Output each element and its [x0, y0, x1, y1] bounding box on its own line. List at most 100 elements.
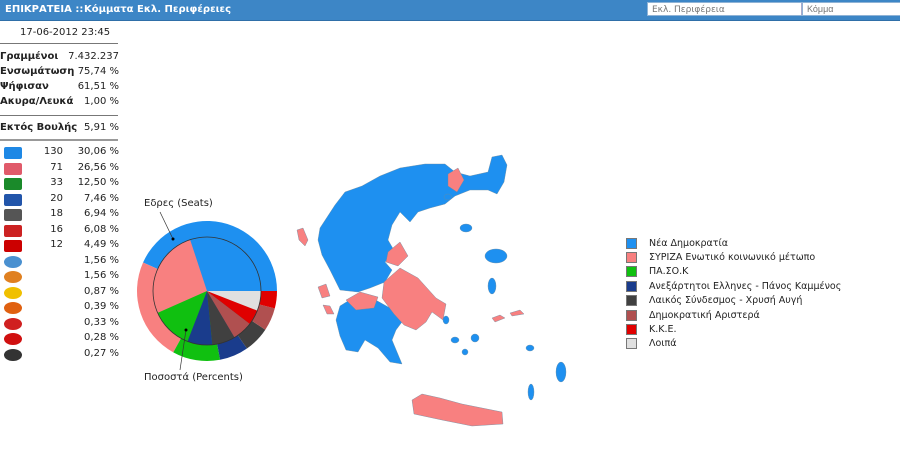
legend-swatch: [626, 280, 637, 292]
map-region-magnesia: [385, 241, 409, 267]
party-percent: 6,94 %: [84, 208, 119, 219]
party-percent: 0,39 %: [84, 301, 119, 312]
legend-item: Ανεξάρτητοι Ελληνες - Πάνος Καμμένος: [626, 279, 841, 293]
party-logo-icon: [4, 255, 22, 268]
party-row[interactable]: 33 12,50 %: [0, 177, 119, 192]
stat-value: 7.432.237: [68, 51, 119, 62]
top-nav-bar: ΕΠΙΚΡΑΤΕΙΑ :: Κόμματα Εκλ. Περιφέρειες Ε…: [0, 0, 900, 21]
party-percent: 30,06 %: [77, 146, 119, 157]
legend-item: Λαικός Σύνδεσμος - Χρυσή Αυγή: [626, 294, 841, 308]
party-percent: 1,56 %: [84, 270, 119, 281]
map-region-corfu: [296, 227, 309, 247]
party-input[interactable]: [802, 2, 900, 16]
party-percent: 0,28 %: [84, 332, 119, 343]
syriza-logo-icon: [4, 162, 22, 175]
map-region-cyclades: [450, 336, 460, 344]
legend-label: Λοιπά: [649, 338, 677, 350]
map-region-dodecanese: [525, 344, 535, 352]
pasok-logo-icon: [4, 178, 22, 190]
legend-label: Νέα Δημοκρατία: [649, 237, 728, 249]
stat-label: Ακυρα/Λευκά: [0, 96, 74, 107]
koinonia-logo-icon: [4, 333, 22, 345]
greens-logo-icon: [4, 286, 22, 299]
legend-item: Κ.Κ.Ε.: [626, 322, 841, 336]
nav-parties-link[interactable]: Κόμματα: [84, 4, 134, 15]
party-logo-icon: [4, 317, 22, 330]
map-region-samos: [491, 309, 525, 323]
party-row[interactable]: 0,27 %: [0, 348, 119, 363]
map-region-rhodes: [555, 361, 567, 383]
anel-logo-icon: [4, 193, 22, 206]
party-seats: 20: [50, 192, 63, 204]
chart-legend: Νέα Δημοκρατία ΣΥΡΙΖΑ Ενωτικό κοινωνικό μ…: [626, 236, 841, 351]
stat-label: Ενσωμάτωση: [0, 66, 75, 77]
stat-row: Ψήφισαν 61,51 %: [0, 81, 119, 95]
map-region-cyclades: [470, 333, 480, 343]
party-row[interactable]: 20 7,46 %: [0, 193, 119, 208]
party-seats: 16: [50, 223, 63, 235]
map-region-mainland: [317, 154, 508, 293]
party-seats: 33: [50, 177, 63, 188]
map-region-crete: [411, 393, 504, 427]
stat-row: Γραμμένοι 7.432.237: [0, 51, 119, 65]
legend-item: Νέα Δημοκρατία: [626, 236, 841, 250]
nav-home-link[interactable]: ΕΠΙΚΡΑΤΕΙΑ ::: [5, 4, 84, 15]
party-percent: 6,08 %: [84, 223, 119, 235]
inner-ring-border: [152, 236, 262, 346]
map-region-attica-euboea: [381, 267, 447, 331]
outside-parliament: Εκτός Βουλής 5,91 %: [0, 122, 119, 133]
legend-label: ΣΥΡΙΖΑ Ενωτικό κοινωνικό μέτωπο: [649, 252, 816, 264]
timestamp: 17-06-2012 23:45: [20, 27, 111, 38]
legend-swatch: [626, 324, 637, 336]
stat-label: Γραμμένοι: [0, 51, 59, 62]
xa-logo-icon: [4, 209, 22, 221]
party-row[interactable]: 0,87 %: [0, 286, 119, 301]
party-seats: 12: [50, 239, 63, 250]
party-percent: 0,27 %: [84, 347, 119, 359]
divider: [0, 139, 118, 141]
party-row[interactable]: 0,39 %: [0, 301, 119, 316]
map-region-thasos: [443, 193, 453, 201]
map-region-lemnos: [459, 223, 473, 233]
dimar-logo-icon: [4, 224, 22, 237]
legend-swatch: [626, 295, 637, 307]
party-percent: 26,56 %: [77, 161, 119, 173]
party-logo-icon: [4, 271, 22, 283]
party-row[interactable]: 0,28 %: [0, 332, 119, 347]
party-row[interactable]: 71 26,56 %: [0, 162, 119, 177]
legend-item: ΠΑ.ΣΟ.Κ: [626, 265, 841, 279]
divider: [0, 43, 118, 44]
percent-slice: [207, 291, 235, 345]
party-percent: 12,50 %: [77, 177, 119, 188]
party-row[interactable]: 0,33 %: [0, 317, 119, 332]
map-region-zakynthos: [322, 304, 335, 315]
map-region-kefalonia: [317, 283, 331, 299]
map-region-cyclades: [442, 315, 450, 325]
stat-row: Ενσωμάτωση 75,74 %: [0, 66, 119, 80]
map-region-peloponnese: [335, 295, 403, 365]
legend-label: ΠΑ.ΣΟ.Κ: [649, 266, 689, 278]
percent-slice: [190, 237, 261, 291]
outer-ring-label: Εδρες (Seats): [144, 198, 213, 209]
legend-item: Δημοκρατική Αριστερά: [626, 308, 841, 322]
party-row[interactable]: 1,56 %: [0, 255, 119, 270]
percent-slice: [157, 291, 207, 342]
legend-item: Λοιπά: [626, 337, 841, 351]
party-row[interactable]: 18 6,94 %: [0, 208, 119, 223]
divider: [0, 115, 118, 116]
nd-logo-icon: [4, 147, 22, 159]
nav-regions-link[interactable]: Εκλ. Περιφέρειες: [137, 4, 232, 15]
party-row[interactable]: 1,56 %: [0, 270, 119, 285]
percent-slice: [153, 239, 207, 313]
legend-swatch: [626, 252, 637, 264]
party-row[interactable]: 12 4,49 %: [0, 239, 119, 254]
map-region-lesvos: [484, 248, 508, 264]
party-percent: 0,87 %: [84, 285, 119, 297]
party-row[interactable]: 130 30,06 %: [0, 146, 119, 161]
party-row[interactable]: 16 6,08 %: [0, 224, 119, 239]
person-logo-icon: [4, 348, 22, 361]
stat-value: 1,00 %: [84, 96, 119, 107]
party-seats: 18: [50, 208, 63, 219]
